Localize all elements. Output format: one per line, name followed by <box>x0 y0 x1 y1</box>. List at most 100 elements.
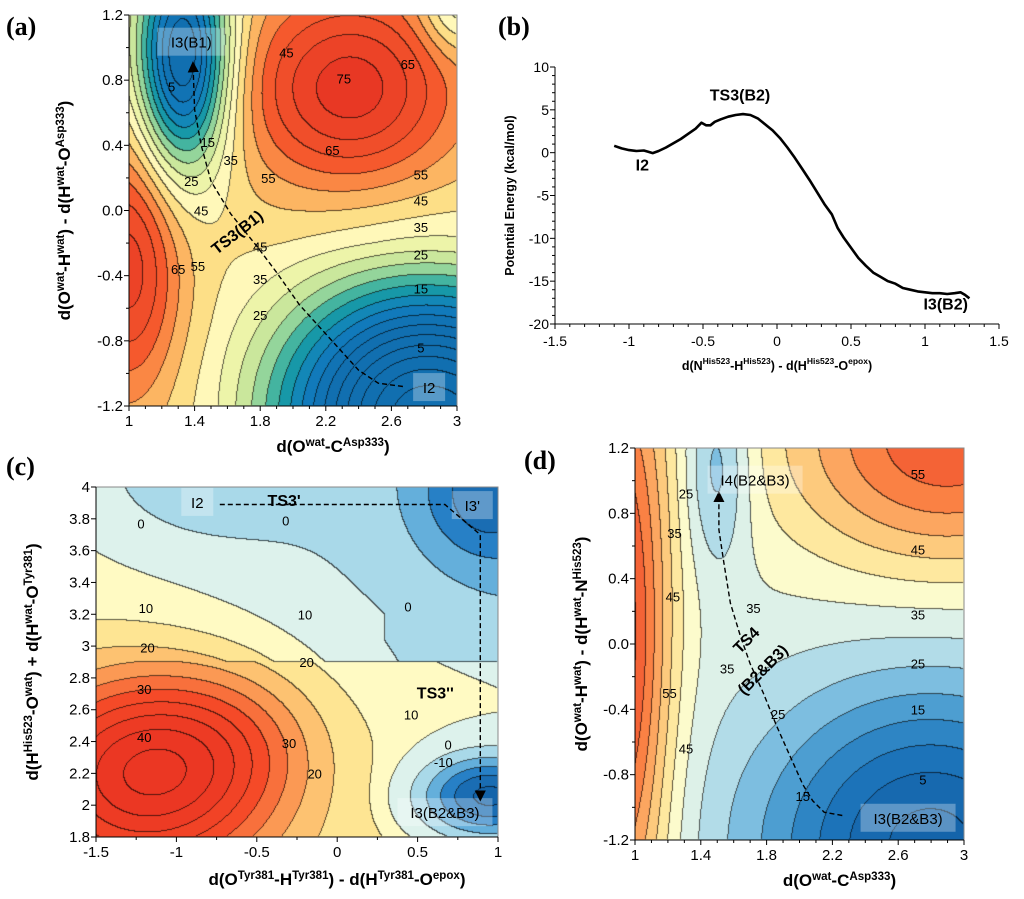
contour-label-a: 25 <box>184 174 198 189</box>
x-tick-label-a: 2.6 <box>381 413 402 430</box>
state-label-a: I2 <box>423 380 436 397</box>
x-tick-label-d: 1 <box>631 847 639 864</box>
plot-frame-c <box>95 486 499 838</box>
axis-label-text: -H <box>55 254 74 272</box>
state-label-box-d <box>860 803 956 832</box>
axes-b: -1.5 -1 -0.5 0 0.5 1 1.5 -20 -15 -10 -5 0 5 10 <box>529 59 1009 349</box>
y-tick-label-d: 0.4 <box>608 571 629 588</box>
x-tick-label-c: -1.5 <box>83 844 109 861</box>
axis-label-text: ) <box>55 101 74 107</box>
contour-label-a: 25 <box>414 247 428 262</box>
state-label-c: I2 <box>191 495 204 512</box>
x-tick-label-c: -0.5 <box>244 844 270 861</box>
x-tick-label-c: 1 <box>494 844 502 861</box>
state-label-d: I3(B2&B3) <box>873 811 942 828</box>
y-tick-label-b: 5 <box>541 102 549 118</box>
axis-label-text: -H <box>572 685 591 703</box>
axis-label-text: d(O <box>572 722 591 751</box>
contour-label-d: 25 <box>679 487 693 502</box>
axis-label-superscript: His523 <box>23 715 35 752</box>
contour-label-c: 10 <box>404 708 418 723</box>
x-tick-label-a: 1.4 <box>184 413 205 430</box>
y-tick-label-c: 2.6 <box>69 702 90 719</box>
contour-label-a: 45 <box>414 194 428 209</box>
axis-label-superscript: wat <box>55 272 67 292</box>
contour-label-a: 65 <box>325 143 339 158</box>
y-tick-label-a: 0.8 <box>102 72 123 89</box>
axis-label-text: -H <box>274 870 292 889</box>
contour-map-a <box>129 15 457 406</box>
axis-label-superscript: His523 <box>572 542 584 579</box>
axis-label-text: ) - d(H <box>329 870 378 889</box>
y-tick-label-b: -10 <box>529 230 549 246</box>
state-label-box-c <box>451 491 493 520</box>
x-tick-label-b: -1 <box>623 333 636 349</box>
plot-frame-d <box>634 447 965 841</box>
contour-label-a: 55 <box>261 171 275 186</box>
axis-label-text: d(O <box>55 291 74 320</box>
axes-c: -1.5 -1 -0.5 0 0.5 1 1.8 2 2.2 2.4 2.6 2.8 3 3.2 3.4 3.… <box>69 479 502 861</box>
reaction-path-a <box>187 61 403 388</box>
axis-label-text: -C <box>325 437 343 456</box>
state-label-d: I4(B2&B3) <box>720 473 789 490</box>
contour-label-a: 15 <box>414 282 428 297</box>
contour-label-a: 45 <box>253 239 267 254</box>
contour-label-a: 55 <box>191 259 205 274</box>
x-tick-label-c: -1 <box>170 844 183 861</box>
contour-map-d <box>635 448 964 840</box>
panel-label-a: (a) <box>6 12 37 41</box>
y-tick-label-b: -5 <box>537 188 550 204</box>
contour-label-a: 45 <box>279 45 293 60</box>
axis-label-superscript: Tyr381 <box>238 870 275 882</box>
contour-label-d: 35 <box>720 662 734 677</box>
contour-label-a: 55 <box>414 168 428 183</box>
x-tick-label-b: 1.5 <box>989 333 1009 349</box>
x-tick-label-b: 0 <box>773 333 781 349</box>
axis-label-text: -O <box>414 870 433 889</box>
axis-label-superscript: epox <box>433 870 461 882</box>
y-tick-label-a: 0.4 <box>102 137 123 154</box>
axis-label-text: d(N <box>682 359 703 373</box>
axis-label-text: d(H <box>23 752 42 780</box>
contour-label-a: 35 <box>414 220 428 235</box>
x-tick-label-b: 1 <box>921 333 929 349</box>
contour-label-a: 15 <box>200 135 214 150</box>
x-tick-label-d: 2.6 <box>888 847 909 864</box>
contour-label-c: 0 <box>282 513 289 528</box>
transition-state-label-c: TS3' <box>268 493 301 510</box>
state-label-a: I3(B1) <box>171 35 212 52</box>
axis-label-superscript: wat <box>23 677 35 697</box>
x-tick-label-b: -0.5 <box>691 333 715 349</box>
x-tick-label-d: 2.2 <box>822 847 843 864</box>
x-tick-label-a: 1 <box>125 413 133 430</box>
contour-label-c: 30 <box>282 736 296 751</box>
contour-label-d: 55 <box>911 467 925 482</box>
contour-map-c <box>96 487 498 837</box>
contour-label-c: 20 <box>307 766 321 781</box>
curve-annotation: TS3(B2) <box>710 87 770 104</box>
y-tick-label-a: 0.0 <box>102 203 123 220</box>
contour-label-c: 10 <box>139 601 153 616</box>
contour-label-c: -10 <box>434 755 453 770</box>
y-axis-label-a: d(Owat-Hwat) - d(Hwat-OAsp333) <box>55 101 74 321</box>
axis-label-text: d(O <box>208 870 237 889</box>
panel-label-d: (d) <box>524 446 556 475</box>
axis-label-superscript: epox <box>848 356 868 366</box>
y-tick-label-b: 0 <box>541 145 549 161</box>
x-axis-label-c: d(OTyr381-HTyr381) - d(HTyr381-Oepox) <box>208 870 465 889</box>
axis-label-superscript: wat <box>55 166 67 186</box>
contour-label-a: 65 <box>401 57 415 72</box>
contour-label-d: 45 <box>666 590 680 605</box>
transition-state-label-d: TS4 <box>731 624 764 657</box>
contour-label-a: 35 <box>253 272 267 287</box>
reaction-path-c <box>219 503 486 802</box>
axis-label-text: ) - d(H <box>55 186 74 235</box>
axis-label-text: -O <box>55 147 74 166</box>
contour-label-c: 10 <box>298 607 312 622</box>
y-tick-label-d: -0.4 <box>603 701 629 718</box>
contour-label-d: 15 <box>911 702 925 717</box>
y-tick-label-c: 3.2 <box>69 606 90 623</box>
panel-label-b: (b) <box>498 12 530 41</box>
contour-label-d: 45 <box>911 542 925 557</box>
state-label-box-d <box>707 465 803 494</box>
